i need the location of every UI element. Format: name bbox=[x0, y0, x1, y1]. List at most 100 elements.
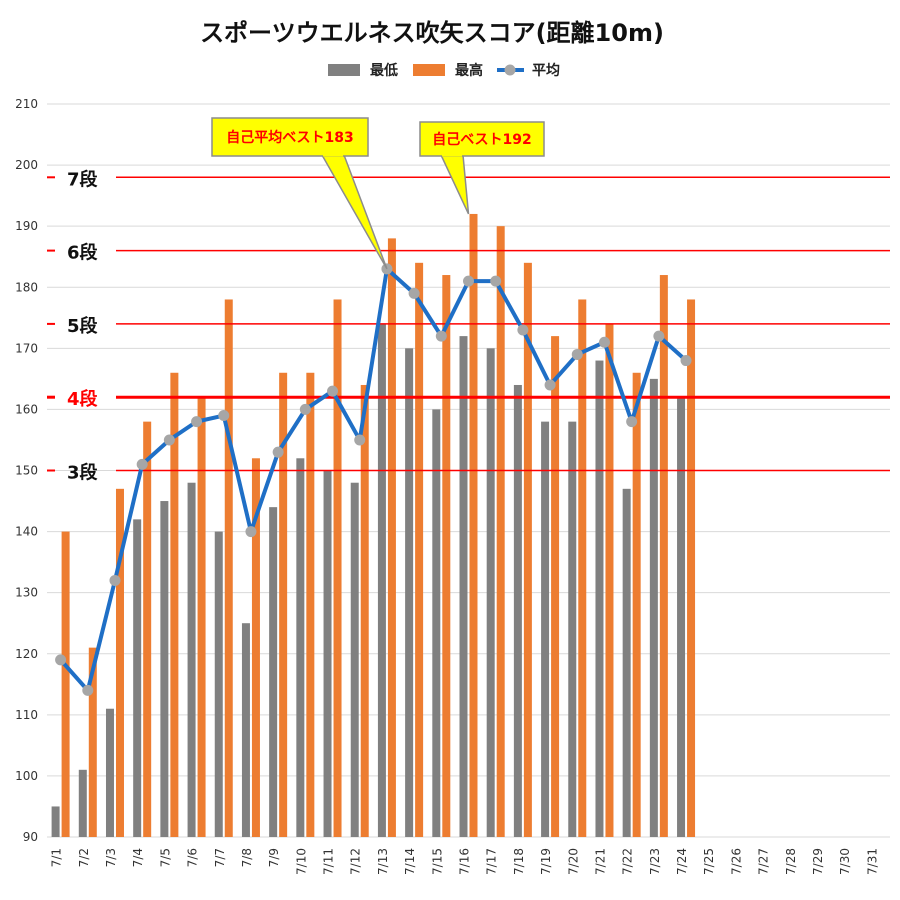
average-point bbox=[653, 330, 665, 342]
bar-min bbox=[241, 623, 250, 837]
x-tick-label: 7/20 bbox=[566, 848, 580, 875]
bar-min bbox=[677, 397, 686, 837]
reference-label: 4段 bbox=[67, 388, 99, 410]
x-tick-label: 7/3 bbox=[104, 848, 118, 867]
bar-max bbox=[551, 336, 560, 837]
bar-max bbox=[469, 213, 478, 837]
x-tick-label: 7/17 bbox=[485, 848, 499, 875]
x-tick-label: 7/19 bbox=[539, 848, 553, 875]
bar-max bbox=[415, 262, 424, 838]
x-tick-label: 7/25 bbox=[702, 848, 716, 875]
bar-max bbox=[170, 372, 179, 837]
bar-min bbox=[214, 531, 223, 837]
bar-min bbox=[405, 348, 414, 837]
x-tick-label: 7/10 bbox=[294, 848, 308, 875]
bar-max bbox=[523, 262, 532, 838]
bar-max bbox=[442, 275, 451, 837]
bar-max bbox=[360, 384, 369, 837]
bar-max bbox=[251, 458, 260, 837]
bar-max bbox=[687, 299, 696, 837]
bar-min bbox=[133, 519, 142, 837]
y-tick-label: 150 bbox=[15, 464, 38, 478]
bar-min bbox=[350, 482, 359, 837]
x-tick-label: 7/22 bbox=[621, 848, 635, 875]
x-tick-label: 7/28 bbox=[784, 848, 798, 875]
average-point bbox=[354, 434, 366, 446]
x-tick-label: 7/13 bbox=[376, 848, 390, 875]
y-tick-label: 140 bbox=[15, 525, 38, 539]
x-tick-label: 7/18 bbox=[512, 848, 526, 875]
reference-layer: 7段 6段 5段 4段 3段 bbox=[47, 168, 890, 484]
x-tick-label: 7/4 bbox=[131, 848, 145, 867]
average-point bbox=[490, 275, 502, 287]
annotation-label: 自己平均ベスト183 bbox=[226, 129, 354, 146]
bar-max bbox=[632, 372, 641, 837]
y-tick-label: 130 bbox=[15, 586, 38, 600]
x-tick-label: 7/7 bbox=[213, 848, 227, 867]
average-point bbox=[517, 324, 529, 336]
bar-min bbox=[323, 470, 332, 837]
chart-title: スポーツウエルネス吹矢スコア(距離10m) bbox=[200, 19, 664, 47]
bar-max bbox=[306, 372, 315, 837]
bar-max bbox=[333, 299, 342, 837]
bar-max bbox=[143, 421, 152, 837]
y-axis-labels: 90 100 110 120 130 140 150 160 170 180 190 200 210 bbox=[15, 97, 38, 844]
bar-min bbox=[568, 421, 577, 837]
reference-label: 3段 bbox=[67, 462, 99, 484]
y-tick-label: 160 bbox=[15, 402, 38, 416]
reference-label: 5段 bbox=[67, 315, 99, 337]
average-point bbox=[598, 336, 610, 348]
average-point bbox=[544, 379, 556, 391]
x-tick-label: 7/15 bbox=[430, 848, 444, 875]
average-point bbox=[82, 684, 94, 696]
average-point bbox=[245, 526, 257, 538]
annotation-pointer bbox=[320, 154, 388, 270]
legend-marker-avg bbox=[504, 64, 516, 76]
legend-label-avg: 平均 bbox=[532, 62, 560, 79]
bar-min bbox=[105, 708, 114, 837]
legend: 最低 最高 平均 bbox=[328, 62, 560, 79]
bar-min bbox=[486, 348, 495, 837]
grid-layer bbox=[47, 103, 890, 838]
average-point bbox=[55, 654, 67, 666]
average-point bbox=[435, 330, 447, 342]
average-point bbox=[299, 403, 311, 415]
bar-max bbox=[197, 397, 206, 837]
x-tick-label: 7/8 bbox=[240, 848, 254, 867]
bar-max bbox=[605, 323, 614, 837]
bar-min bbox=[51, 806, 60, 837]
x-tick-label: 7/21 bbox=[593, 848, 607, 875]
bar-min bbox=[459, 336, 468, 837]
bar-min bbox=[622, 488, 631, 837]
average-point bbox=[463, 275, 474, 287]
bar-max bbox=[61, 531, 70, 837]
average-point bbox=[163, 434, 175, 446]
y-tick-label: 170 bbox=[15, 341, 38, 355]
x-tick-label: 7/27 bbox=[757, 848, 771, 875]
x-tick-label: 7/26 bbox=[729, 848, 743, 875]
y-tick-label: 110 bbox=[15, 708, 38, 722]
average-point bbox=[272, 446, 284, 458]
y-tick-label: 120 bbox=[15, 647, 38, 661]
bar-max bbox=[88, 647, 97, 837]
x-tick-label: 7/2 bbox=[77, 848, 91, 867]
legend-swatch-min bbox=[328, 64, 360, 76]
bar-min bbox=[78, 769, 87, 837]
bar-max bbox=[496, 226, 505, 837]
x-tick-label: 7/30 bbox=[838, 848, 852, 875]
bar-min bbox=[432, 409, 441, 837]
average-point bbox=[109, 574, 121, 586]
bar-max bbox=[115, 488, 124, 837]
legend-label-max: 最高 bbox=[455, 62, 483, 79]
y-tick-label: 180 bbox=[15, 280, 38, 294]
annotation-pointer bbox=[439, 154, 470, 215]
x-tick-label: 7/12 bbox=[349, 848, 363, 875]
average-point bbox=[626, 416, 638, 428]
bar-min bbox=[541, 421, 550, 837]
bar-min bbox=[269, 507, 278, 837]
bar-max bbox=[659, 275, 668, 837]
y-tick-label: 210 bbox=[15, 97, 38, 111]
bar-min bbox=[595, 360, 604, 837]
legend-swatch-max bbox=[413, 64, 445, 76]
